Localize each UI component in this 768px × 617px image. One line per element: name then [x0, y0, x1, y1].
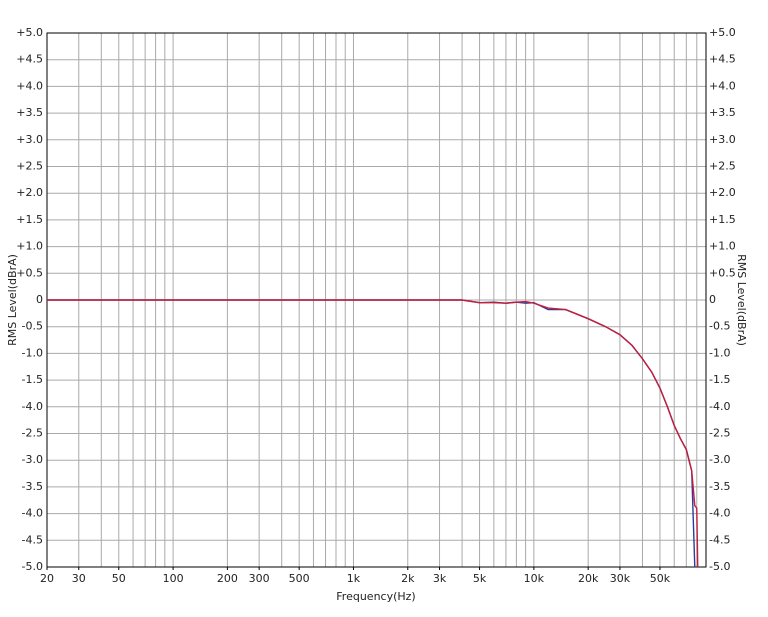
- y2-tick-label: -4.0: [709, 507, 730, 520]
- x-tick-label: 200: [217, 572, 238, 585]
- y2-tick-label: +5.0: [709, 26, 736, 39]
- x-tick-label: 30k: [610, 572, 631, 585]
- y-tick-label: +2.5: [16, 160, 43, 173]
- y2-tick-label: -4.5: [709, 533, 730, 546]
- y2-tick-label: -1.0: [709, 346, 730, 359]
- y2-tick-label: +2.5: [709, 160, 736, 173]
- x-tick-label: 500: [289, 572, 310, 585]
- y-tick-label: -3.5: [22, 480, 43, 493]
- x-tick-label: 10k: [524, 572, 545, 585]
- y-tick-label: -2.5: [22, 427, 43, 440]
- x-tick-label: 30: [72, 572, 86, 585]
- y-tick-label: +3.0: [16, 133, 43, 146]
- x-tick-label: 50: [112, 572, 126, 585]
- y-tick-label: +2.0: [16, 186, 43, 199]
- y-tick-label: -1.0: [22, 346, 43, 359]
- y-tick-label: +1.5: [16, 213, 43, 226]
- y2-tick-label: -4.0: [709, 400, 730, 413]
- y2-tick-label: -1.5: [709, 373, 730, 386]
- series-line: [47, 299, 699, 568]
- y2-tick-label: -5.0: [709, 560, 730, 573]
- y-tick-label: +3.5: [16, 106, 43, 119]
- y-tick-label: -4.0: [22, 400, 43, 413]
- y-tick-label: -3.0: [22, 453, 43, 466]
- x-tick-label: 1k: [347, 572, 361, 585]
- x-tick-label: 300: [249, 572, 270, 585]
- y2-tick-label: -3.0: [709, 453, 730, 466]
- x-tick-label: 20: [40, 572, 54, 585]
- y2-tick-label: -2.5: [709, 427, 730, 440]
- y2-tick-label: +1.0: [709, 240, 736, 253]
- y-tick-label: -0.5: [22, 320, 43, 333]
- y2-tick-label: -3.5: [709, 480, 730, 493]
- y-tick-label: +5.0: [16, 26, 43, 39]
- x-tick-label: 100: [163, 572, 184, 585]
- x-tick-label: 50k: [650, 572, 671, 585]
- y2-tick-label: -0.5: [709, 320, 730, 333]
- y-tick-label: +1.0: [16, 240, 43, 253]
- y-axis-label: RMS Level(dBrA): [6, 254, 19, 346]
- x-tick-label: 20k: [578, 572, 599, 585]
- y-tick-label: -1.5: [22, 373, 43, 386]
- y2-tick-label: +4.0: [709, 79, 736, 92]
- y-tick-label: 0: [36, 293, 43, 306]
- x-tick-label: 2k: [401, 572, 415, 585]
- y2-tick-label: +0.5: [709, 266, 736, 279]
- y-tick-label: -5.0: [22, 560, 43, 573]
- x-axis-label: Frequency(Hz): [336, 590, 415, 603]
- y-tick-label: +4.0: [16, 79, 43, 92]
- y-tick-label: -4.0: [22, 507, 43, 520]
- y-tick-label: +0.5: [16, 266, 43, 279]
- y-tick-label: -4.5: [22, 533, 43, 546]
- x-tick-label: 5k: [473, 572, 487, 585]
- y-tick-label: +4.5: [16, 53, 43, 66]
- y2-tick-label: 0: [709, 293, 716, 306]
- y2-tick-label: +2.0: [709, 186, 736, 199]
- y2-tick-label: +4.5: [709, 53, 736, 66]
- y2-axis-label: RMS Level(dBrA): [735, 254, 748, 346]
- x-tick-label: 3k: [433, 572, 447, 585]
- y2-tick-label: +1.5: [709, 213, 736, 226]
- y2-tick-label: +3.0: [709, 133, 736, 146]
- y2-tick-label: +3.5: [709, 106, 736, 119]
